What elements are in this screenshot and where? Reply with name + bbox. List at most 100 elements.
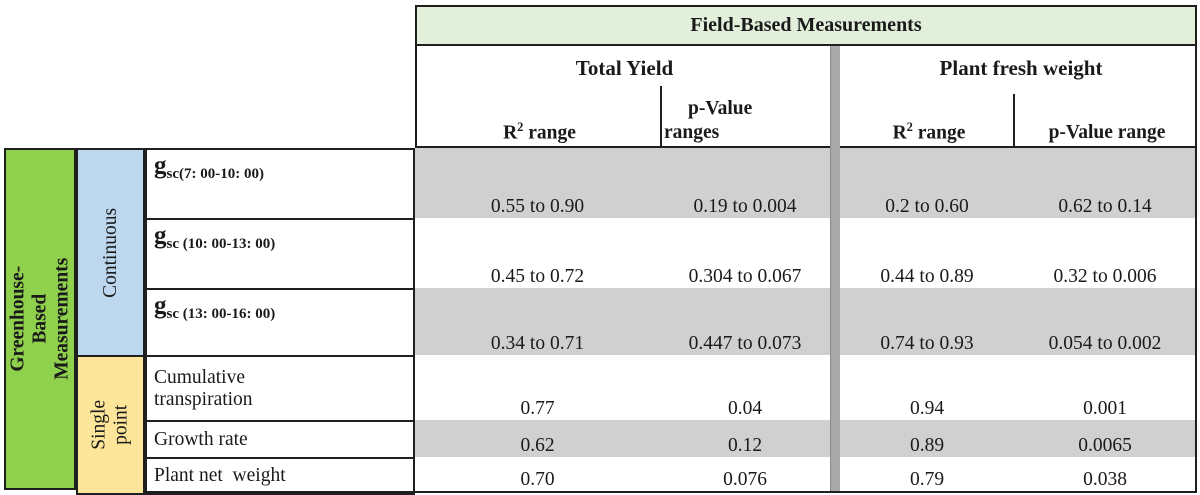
greenhouse-based-measurements-header: Greenhouse-Based Measurements xyxy=(4,148,76,490)
cell-value: 0.447 to 0.073 xyxy=(660,288,830,360)
continuous-section-header: Continuous xyxy=(76,148,145,357)
cell-value: 0.45 to 0.72 xyxy=(415,218,660,293)
pvalue-line1: p-Value xyxy=(688,98,753,120)
cell-value: 0.038 xyxy=(1013,457,1197,495)
value-text: 0.038 xyxy=(1083,469,1127,490)
col-header-pvalue-range-fresh-weight: p-Value range xyxy=(1015,122,1199,144)
gsc-base-2: g xyxy=(154,222,167,249)
value-text: 0.054 to 0.002 xyxy=(1048,333,1162,354)
value-text: 0.304 to 0.067 xyxy=(688,266,802,287)
col-header-r2-range-fresh-weight: R2 range xyxy=(843,120,1015,145)
r2-base: R xyxy=(503,122,518,143)
row-label-cumulative-transpiration: Cumulative transpiration xyxy=(145,355,415,422)
r2-sup: 2 xyxy=(517,119,524,134)
gsc-base-3: g xyxy=(154,292,167,319)
cell-value: 0.62 xyxy=(415,420,660,462)
value-text: 0.0065 xyxy=(1078,435,1132,456)
group-header-total-yield-label: Total Yield xyxy=(575,56,674,80)
value-text: 0.32 to 0.006 xyxy=(1053,266,1157,287)
header-subcolumn-divider-1 xyxy=(660,86,662,146)
value-text: 0.74 to 0.93 xyxy=(880,333,974,354)
value-text: 0.79 xyxy=(909,469,945,490)
cell-value: 0.70 xyxy=(415,457,660,495)
table-row: 0.55 to 0.90 0.19 to 0.004 0.2 to 0.60 0… xyxy=(415,148,1197,218)
r2-rest-2: range xyxy=(912,122,966,143)
row-label-gsc-7-10: gsc(7: 00-10: 00) xyxy=(145,148,415,220)
pvalue-line2: ranges xyxy=(664,121,720,143)
table-row: 0.62 0.12 0.89 0.0065 xyxy=(415,420,1197,457)
cell-value: 0.44 to 0.89 xyxy=(841,218,1013,293)
gsc-10-13-label: gsc (10: 00-13: 00) xyxy=(154,223,275,252)
cell-value: 0.77 xyxy=(415,355,660,425)
value-text: 0.001 xyxy=(1083,398,1127,419)
table-row: 0.77 0.04 0.94 0.001 xyxy=(415,355,1197,420)
gsc-7-10-label: gsc(7: 00-10: 00) xyxy=(154,153,264,182)
value-text: 0.62 xyxy=(520,435,555,456)
banner-title: Field-Based Measurements xyxy=(690,14,922,36)
row-label-plant-net-weight: Plant net weight xyxy=(145,457,415,495)
cell-value: 0.89 xyxy=(841,420,1013,462)
r2-rest: range xyxy=(523,122,576,143)
field-based-measurements-banner: Field-Based Measurements xyxy=(415,5,1197,46)
value-text: 0.19 to 0.004 xyxy=(693,196,797,217)
cell-value: 0.94 xyxy=(841,355,1013,425)
cell-value: 0.55 to 0.90 xyxy=(415,148,660,223)
cell-value: 0.74 to 0.93 xyxy=(841,288,1013,360)
cell-value: 0.62 to 0.14 xyxy=(1013,148,1197,223)
cell-value: 0.0065 xyxy=(1013,420,1197,462)
plant-net-weight-label: Plant net weight xyxy=(154,465,286,487)
group-header-plant-fresh-weight-label: Plant fresh weight xyxy=(939,56,1103,80)
gsc-base: g xyxy=(154,152,167,179)
row-label-growth-rate: Growth rate xyxy=(145,420,415,459)
value-text: 0.94 xyxy=(909,398,945,419)
cell-value: 0.12 xyxy=(660,420,830,462)
group-divider xyxy=(830,46,840,493)
value-text: 0.62 to 0.14 xyxy=(1058,196,1152,217)
table-bottom-border xyxy=(145,491,1197,493)
column-header-zone: Total Yield Plant fresh weight R2 range … xyxy=(415,46,1197,148)
value-text: 0.70 xyxy=(520,469,555,490)
value-text: 0.2 to 0.60 xyxy=(885,196,969,217)
value-text: 0.076 xyxy=(723,469,767,490)
value-text: 0.45 to 0.72 xyxy=(490,266,585,287)
value-text: 0.55 to 0.90 xyxy=(490,196,585,217)
cell-value: 0.34 to 0.71 xyxy=(415,288,660,360)
cell-value: 0.001 xyxy=(1013,355,1197,425)
value-text: 0.44 to 0.89 xyxy=(880,266,974,287)
group-header-total-yield: Total Yield xyxy=(417,56,832,81)
value-text: 0.04 xyxy=(727,398,763,419)
table-row: 0.45 to 0.72 0.304 to 0.067 0.44 to 0.89… xyxy=(415,218,1197,288)
cell-value: 0.79 xyxy=(841,457,1013,495)
value-text: 0.12 xyxy=(727,435,763,456)
pvalue-range-label: p-Value range xyxy=(1048,122,1166,143)
value-text: 0.89 xyxy=(909,435,945,456)
cell-value: 0.2 to 0.60 xyxy=(841,148,1013,223)
row-label-gsc-10-13: gsc (10: 00-13: 00) xyxy=(145,218,415,290)
table-row: 0.34 to 0.71 0.447 to 0.073 0.74 to 0.93… xyxy=(415,288,1197,355)
col-header-r2-range-yield: R2 range xyxy=(417,120,662,145)
cell-value: 0.04 xyxy=(660,355,830,425)
header-subcolumn-divider-2 xyxy=(1013,94,1015,146)
cell-value: 0.054 to 0.002 xyxy=(1013,288,1197,360)
single-point-header-label: Single point xyxy=(88,400,132,450)
group-header-plant-fresh-weight: Plant fresh weight xyxy=(843,56,1199,81)
cell-value: 0.32 to 0.006 xyxy=(1013,218,1197,293)
cell-value: 0.076 xyxy=(660,457,830,495)
continuous-header-label: Continuous xyxy=(99,207,121,298)
row-label-gsc-13-16: gsc (13: 00-16: 00) xyxy=(145,288,415,357)
col-header-pvalue-ranges-yield: p-Value ranges xyxy=(664,97,832,144)
value-text: 0.77 xyxy=(520,398,555,419)
gsc-sub-2: sc (10: 00-13: 00) xyxy=(166,235,276,252)
r2-sup-2: 2 xyxy=(906,119,913,134)
greenhouse-header-label: Greenhouse-Based Measurements xyxy=(7,257,72,381)
gsc-sub: sc(7: 00-10: 00) xyxy=(166,165,264,182)
cell-value: 0.19 to 0.004 xyxy=(660,148,830,223)
cell-value: 0.304 to 0.067 xyxy=(660,218,830,293)
value-text: 0.34 to 0.71 xyxy=(490,333,585,354)
single-point-section-header: Single point xyxy=(76,355,145,495)
r2-base-2: R xyxy=(892,122,907,143)
cumulative-transpiration-label: Cumulative transpiration xyxy=(154,367,253,410)
value-text: 0.447 to 0.073 xyxy=(688,333,802,354)
gsc-sub-3: sc (13: 00-16: 00) xyxy=(166,305,276,322)
